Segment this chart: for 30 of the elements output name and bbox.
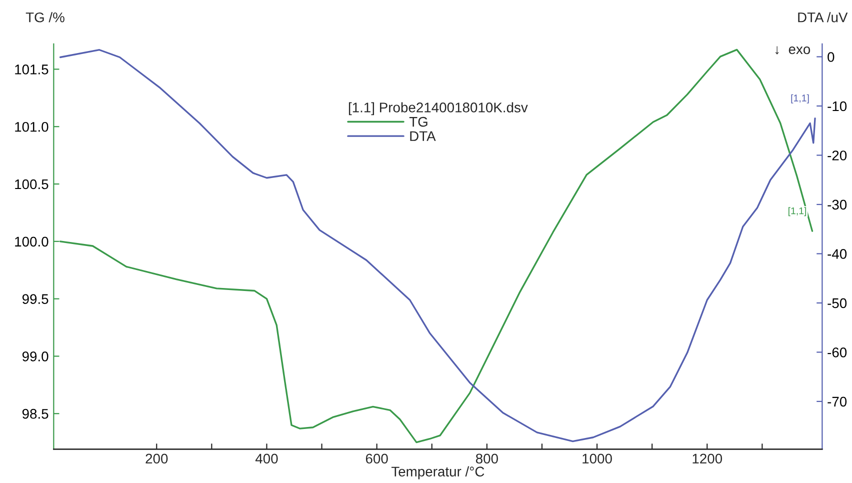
annotation: [1,1] (791, 94, 809, 104)
x-tick-label: 600 (366, 454, 388, 464)
y-tick-label: 101.0 (15, 122, 48, 132)
legend-title: [1.1] Probe2140018010K.dsv (348, 102, 528, 116)
y2-axis-title: DTA /uV (798, 12, 848, 22)
annotation: [1,1] (788, 207, 806, 216)
x-tick-label: 800 (476, 454, 498, 464)
x-tick-label: 1200 (692, 454, 722, 464)
y2-tick-label: -10 (828, 101, 847, 112)
y-tick-label: 100.5 (15, 179, 48, 190)
annotation: ↓ exo (775, 46, 810, 54)
x-tick-label: 400 (255, 454, 278, 464)
y-tick-label: 99.5 (22, 294, 48, 304)
y-axis-title: TG /% (26, 12, 64, 22)
y2-tick-label: -40 (828, 249, 847, 259)
y2-tick-label: 0 (828, 52, 834, 62)
x-tick-label: 1000 (582, 454, 612, 464)
y-tick-label: 98.5 (22, 408, 48, 419)
legend-label: TG (409, 116, 428, 127)
y2-tick-label: -30 (828, 200, 847, 210)
x-axis-title: Temperatur /°C (391, 466, 484, 480)
x-tick-label: 200 (146, 454, 168, 464)
y-tick-label: 99.0 (22, 352, 48, 362)
legend-label: DTA (410, 131, 436, 141)
y-tick-label: 101.5 (15, 64, 48, 74)
y-tick-label: 100.0 (15, 236, 48, 247)
y2-tick-label: -50 (828, 298, 847, 308)
y2-tick-label: -70 (828, 396, 847, 407)
y2-tick-label: -20 (828, 150, 847, 160)
y2-tick-label: -60 (828, 348, 847, 358)
